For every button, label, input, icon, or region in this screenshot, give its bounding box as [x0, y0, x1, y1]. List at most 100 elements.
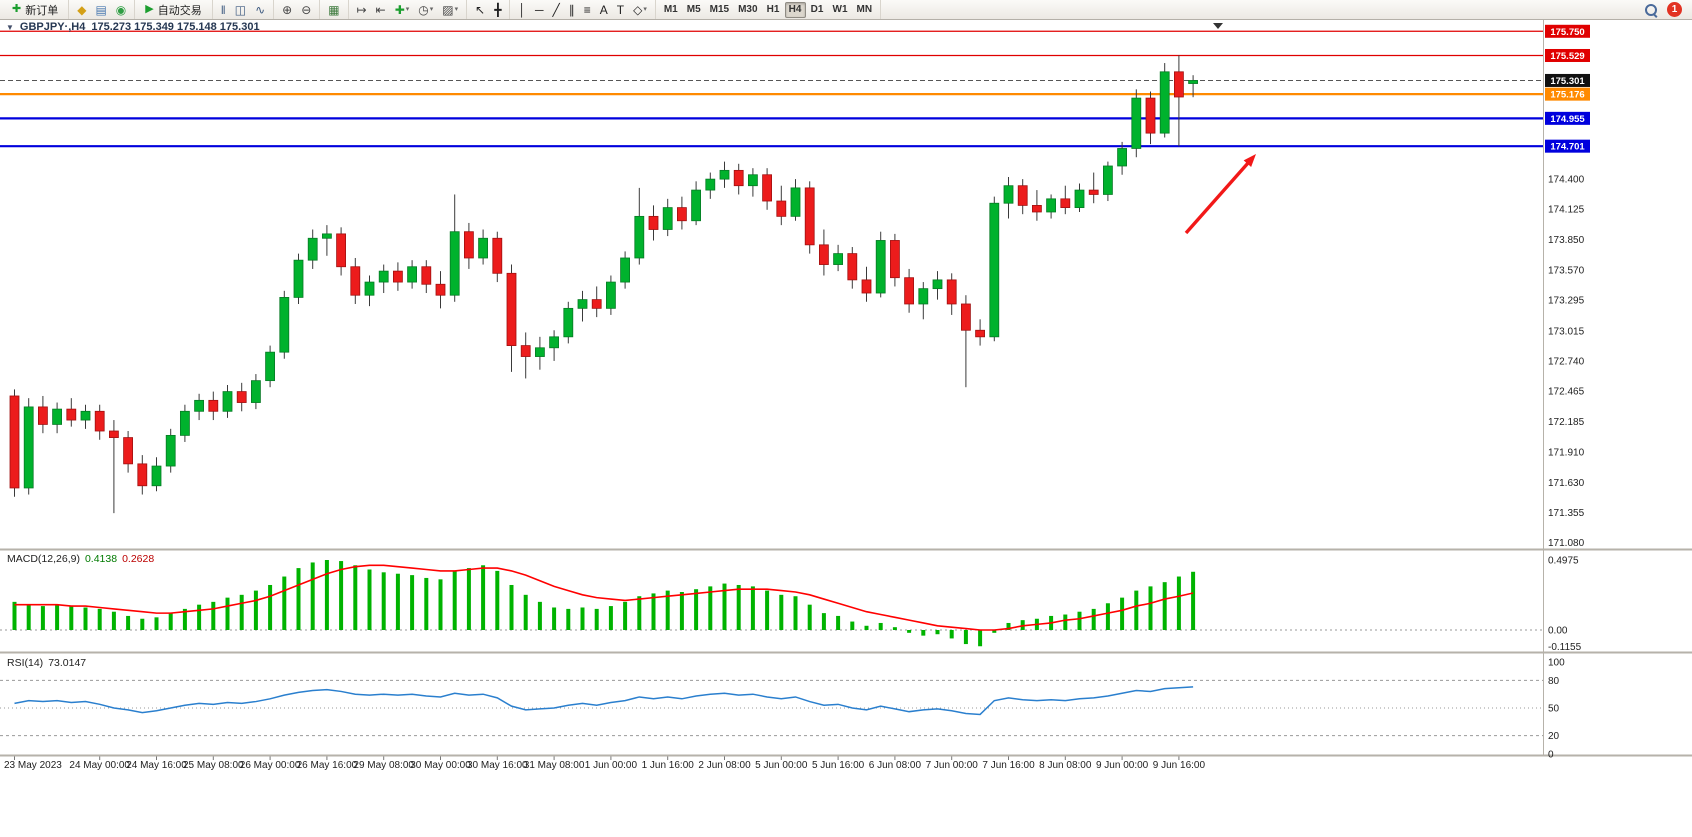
templates-button[interactable]: ▨ ▾ [438, 1, 462, 18]
timeframe-h1-button[interactable]: H1 [763, 2, 784, 18]
dropdown-arrow-icon: ▾ [454, 6, 459, 13]
timeframe-mn-button[interactable]: MN [853, 2, 877, 18]
svg-text:-0.1155: -0.1155 [1548, 642, 1582, 653]
timeframe-m30-button[interactable]: M30 [734, 2, 761, 18]
svg-text:25 May 08:00: 25 May 08:00 [183, 760, 244, 771]
shapes-icon: ◇ [633, 2, 643, 17]
vertical-line-button[interactable]: │ [514, 1, 530, 18]
periods-button[interactable]: ◷ ▾ [414, 1, 437, 18]
timeframe-m1-button[interactable]: M1 [660, 2, 682, 18]
new-order-button[interactable]: ✚ 新订单 [6, 1, 64, 18]
svg-text:171.630: 171.630 [1548, 478, 1585, 489]
svg-text:174.400: 174.400 [1548, 175, 1585, 186]
toolbar-group-order: ✚ 新订单 [2, 0, 70, 19]
price-badge: 175.529 [1545, 48, 1590, 62]
svg-text:5 Jun 16:00: 5 Jun 16:00 [812, 760, 865, 771]
line-chart-button[interactable]: ∿ [251, 1, 269, 18]
toolbar-group-cursor: ↖ ╋ [467, 0, 511, 19]
toolbar-group-timeframes: M1 M5 M15 M30 H1 H4 D1 W1 MN [656, 0, 882, 19]
svg-text:175.529: 175.529 [1550, 51, 1584, 62]
toolbar-group-autotrade: ▶ 自动交易 [135, 0, 213, 19]
candlestick-chart-icon: ◫ [234, 2, 247, 17]
svg-text:171.910: 171.910 [1548, 447, 1585, 458]
notification-badge[interactable]: 1 [1667, 2, 1682, 17]
search-icon[interactable] [1644, 3, 1658, 17]
toolbar-groups: ✚ 新订单 ◆ ▤ ◉ ▶ 自动交易 ‖ ◫ ∿ ⊕ ⊖ ▦ ↦ ⇤ ✚ ▾ ◷ ▾ ▨ ▾ ↖ ╋ │ ─ ╱ ∥ ≡ A T ◇ ▾ M1 M… [2, 0, 882, 19]
bar-chart-button[interactable]: ‖ [217, 1, 230, 18]
svg-text:174.125: 174.125 [1548, 205, 1585, 216]
macd-name: MACD(12,26,9) [7, 553, 80, 565]
trend-arrow-annotation [1184, 154, 1256, 235]
label-button[interactable]: T [613, 1, 628, 18]
timeframe-m15-button[interactable]: M15 [706, 2, 733, 18]
tile-windows-button[interactable]: ▦ [324, 1, 343, 18]
chart-shift-button[interactable]: ⇤ [372, 1, 390, 18]
new-chart-icon: ✚ [394, 2, 405, 17]
toolbar-group-windows: ▦ [320, 0, 349, 19]
macd-signal-value: 0.2628 [122, 553, 155, 565]
svg-text:174.955: 174.955 [1550, 114, 1585, 125]
cursor-icon: ↖ [475, 2, 486, 17]
price-badge: 175.176 [1545, 87, 1590, 101]
candles [9, 55, 1198, 514]
market-watch-icon: ◆ [77, 2, 87, 17]
timeframe-h4-button[interactable]: H4 [784, 1, 806, 18]
svg-text:6 Jun 08:00: 6 Jun 08:00 [869, 760, 922, 771]
new-chart-button[interactable]: ✚ ▾ [391, 1, 414, 18]
timeframe-m5-button[interactable]: M5 [683, 2, 705, 18]
navigator-button[interactable]: ▤ [91, 1, 110, 18]
scroll-position-marker [1213, 23, 1223, 29]
dropdown-arrow-icon: ▾ [643, 6, 647, 13]
svg-text:0.00: 0.00 [1548, 626, 1568, 637]
toolbar-group-panels: ◆ ▤ ◉ [69, 0, 136, 19]
price-level-lines [0, 30, 1543, 148]
zoom-in-icon: ⊕ [282, 2, 293, 17]
line-chart-icon: ∿ [255, 2, 266, 17]
svg-text:173.015: 173.015 [1548, 326, 1585, 337]
zoom-out-button[interactable]: ⊖ [297, 1, 315, 18]
rsi-panel: 100 80 50 20 0 [0, 658, 1565, 761]
text-icon: A [599, 2, 608, 17]
market-watch-button[interactable]: ◆ [73, 1, 90, 18]
refresh-button[interactable]: ◉ [112, 1, 130, 18]
channel-button[interactable]: ∥ [565, 1, 579, 18]
trendline-button[interactable]: ╱ [548, 1, 563, 18]
tile-windows-icon: ▦ [328, 2, 340, 17]
svg-text:174.701: 174.701 [1550, 142, 1585, 153]
svg-text:175.750: 175.750 [1550, 27, 1584, 38]
crosshair-button[interactable]: ╋ [490, 1, 505, 18]
price-scale: 174.400 174.125 173.850 173.570 173.295 173.0… [1548, 175, 1585, 550]
refresh-icon: ◉ [115, 2, 127, 17]
svg-text:172.185: 172.185 [1548, 417, 1585, 428]
shapes-button[interactable]: ◇ ▾ [629, 1, 651, 18]
svg-text:5 Jun 00:00: 5 Jun 00:00 [755, 760, 808, 771]
toolbar-group-chart-type: ‖ ◫ ∿ [213, 0, 275, 19]
auto-trading-button[interactable]: ▶ 自动交易 [139, 1, 207, 18]
toolbar-group-draw: │ ─ ╱ ∥ ≡ A T ◇ ▾ [510, 0, 656, 19]
timeframe-w1-button[interactable]: W1 [829, 2, 852, 18]
chart-shift-icon: ⇤ [375, 2, 386, 17]
svg-text:8 Jun 08:00: 8 Jun 08:00 [1039, 760, 1092, 771]
toolbar-group-chart-controls: ↦ ⇤ ✚ ▾ ◷ ▾ ▨ ▾ [349, 0, 468, 19]
timeframe-d1-button[interactable]: D1 [807, 2, 828, 18]
toolbar-group-zoom: ⊕ ⊖ [274, 0, 321, 19]
svg-text:0: 0 [1548, 750, 1554, 761]
text-button[interactable]: A [596, 1, 612, 18]
auto-scroll-button[interactable]: ↦ [353, 1, 371, 18]
fibonacci-button[interactable]: ≡ [580, 1, 595, 18]
svg-text:7 Jun 00:00: 7 Jun 00:00 [926, 760, 979, 771]
horizontal-line-button[interactable]: ─ [531, 1, 548, 18]
cursor-button[interactable]: ↖ [471, 1, 489, 18]
price-badge: 175.301 [1545, 73, 1590, 87]
svg-text:100: 100 [1548, 658, 1565, 669]
svg-text:26 May 00:00: 26 May 00:00 [240, 760, 301, 771]
chart-title: ▼ GBPJPY·,H4 175.273 175.349 175.148 175… [6, 21, 260, 33]
clock-icon: ◷ [418, 2, 429, 17]
price-badge: 175.750 [1545, 24, 1590, 38]
zoom-in-button[interactable]: ⊕ [278, 1, 296, 18]
macd-main-value: 0.4138 [84, 553, 118, 565]
auto-trading-icon: ▶ [145, 3, 154, 15]
candlestick-chart-button[interactable]: ◫ [231, 1, 250, 18]
